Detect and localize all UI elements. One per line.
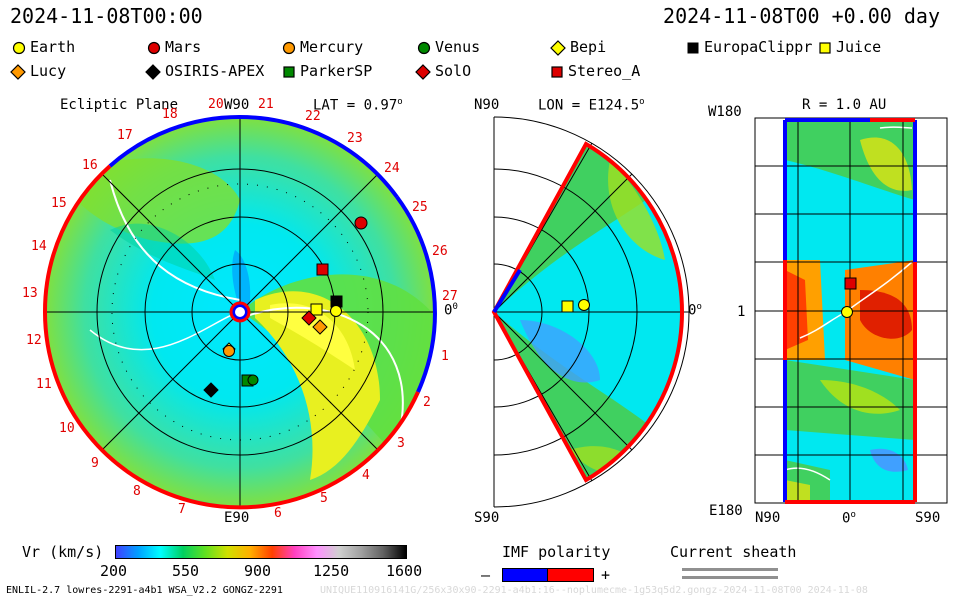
- carrington-number: 1: [441, 349, 449, 364]
- carrington-number: 5: [320, 491, 328, 506]
- carrington-number: 9: [91, 456, 99, 471]
- imf-plus-sign: +: [601, 566, 611, 584]
- current-sheath-line: [682, 576, 778, 579]
- current-time-label: 2024-11-08T00 +0.00 day: [663, 4, 940, 28]
- legend-lucy: Lucy: [10, 62, 66, 80]
- ecliptic-top-label: W90: [224, 97, 250, 113]
- legend-mars: Mars: [147, 38, 201, 56]
- carrington-number: 22: [305, 109, 321, 124]
- current-sheath-line: [682, 568, 778, 571]
- carrington-number: 16: [82, 158, 98, 173]
- ecliptic-right-degree: 0: [452, 302, 458, 312]
- carrington-number: 10: [59, 421, 75, 436]
- run-id-footer: UNIQUE110916141G/256x30x90-2291-a4b1:16-…: [320, 585, 868, 596]
- radius-label: R = 1.0 AU: [802, 97, 887, 113]
- colorbar-tick: 1600: [386, 562, 423, 580]
- ecliptic-right-label: 00: [444, 302, 458, 319]
- latitude-label: LAT = 0.97o: [313, 97, 403, 114]
- surface-mid-left: 1: [737, 304, 746, 320]
- legend-juice: Juice: [818, 38, 881, 56]
- carrington-number: 6: [274, 506, 282, 521]
- colorbar-tick: 550: [172, 562, 200, 580]
- carrington-number: 11: [36, 377, 52, 392]
- imf-negative-swatch: [502, 568, 549, 582]
- legend-label: Earth: [30, 38, 76, 56]
- legend-earth: Earth: [12, 38, 75, 56]
- legend-label: Mars: [165, 38, 202, 56]
- carrington-number: 20: [208, 97, 224, 112]
- carrington-number: 12: [26, 333, 42, 348]
- model-info-footer: ENLIL-2.7 lowres-2291-a4b1 WSA_V2.2 GONG…: [6, 585, 283, 596]
- meridional-right-label: 0o: [688, 302, 702, 319]
- carrington-number: 26: [432, 244, 448, 259]
- legend-solo: SolO: [415, 62, 471, 80]
- carrington-number: 25: [412, 200, 428, 215]
- carrington-number: 27: [442, 289, 458, 304]
- colorbar-title: Vr (km/s): [22, 543, 104, 561]
- carrington-number: 17: [117, 128, 133, 143]
- legend-mercury: Mercury: [282, 38, 363, 56]
- imf-minus-sign: –: [481, 566, 491, 584]
- surface-x-right: S90: [915, 510, 941, 526]
- carrington-number: 18: [162, 107, 178, 122]
- carrington-number: 2: [423, 395, 431, 410]
- imf-positive-swatch: [547, 568, 594, 582]
- meridional-top-left: N90: [474, 97, 500, 113]
- run-time-label: 2024-11-08T00:00: [10, 4, 203, 28]
- meridional-right-degree: o: [696, 302, 702, 312]
- colorbar-tick: 1250: [313, 562, 350, 580]
- legend-venus: Venus: [417, 38, 480, 56]
- legend-stereo-a: Stereo_A: [550, 62, 640, 80]
- carrington-number: 13: [22, 286, 38, 301]
- carrington-number: 23: [347, 131, 363, 146]
- meridional-right-value: 0: [688, 302, 697, 319]
- carrington-number: 24: [384, 161, 400, 176]
- carrington-number: 7: [178, 502, 186, 517]
- latitude-value: LAT = 0.97: [313, 97, 398, 114]
- longitude-degree: o: [639, 97, 645, 107]
- surface-x-mid-degree: o: [850, 510, 856, 520]
- legend-label: SolO: [435, 62, 472, 80]
- legend-label: ParkerSP: [300, 62, 373, 80]
- colorbar-tick: 200: [100, 562, 128, 580]
- legend-label: Bepi: [570, 38, 607, 56]
- ecliptic-plane-title: Ecliptic Plane: [60, 97, 179, 113]
- velocity-colorbar: [115, 545, 407, 559]
- meridional-bottom-left: S90: [474, 510, 500, 526]
- surface-x-mid: 0o: [842, 510, 856, 527]
- current-sheath-title: Current sheath: [670, 543, 797, 561]
- carrington-number: 3: [397, 436, 405, 451]
- legend-osiris-apex: OSIRIS-APEX: [145, 62, 264, 80]
- carrington-number: 4: [362, 468, 370, 483]
- legend-parkersp: ParkerSP: [282, 62, 372, 80]
- colorbar-tick: 900: [244, 562, 272, 580]
- legend-bepi: Bepi: [550, 38, 606, 56]
- ecliptic-right-value: 0: [444, 302, 453, 319]
- surface-x-left: N90: [755, 510, 781, 526]
- carrington-number: 21: [258, 97, 274, 112]
- longitude-value: LON = E124.5: [538, 97, 640, 114]
- surface-top-left: W180: [708, 104, 742, 120]
- legend-label: EuropaClippr: [704, 38, 813, 56]
- legend-europaclipper: EuropaClippr: [686, 38, 812, 56]
- ecliptic-bottom-label: E90: [224, 510, 250, 526]
- legend-label: Mercury: [300, 38, 364, 56]
- surface-x-mid-value: 0: [842, 510, 851, 527]
- legend-label: Venus: [435, 38, 481, 56]
- legend-label: Stereo_A: [568, 62, 641, 80]
- surface-bottom-left: E180: [709, 503, 743, 519]
- longitude-label: LON = E124.5o: [538, 97, 645, 114]
- legend-label: OSIRIS-APEX: [165, 62, 265, 80]
- carrington-number: 8: [133, 484, 141, 499]
- legend-label: Lucy: [30, 62, 67, 80]
- imf-polarity-title: IMF polarity: [502, 543, 611, 561]
- carrington-number: 14: [31, 239, 47, 254]
- latitude-degree: o: [397, 97, 403, 107]
- carrington-number: 15: [51, 196, 67, 211]
- legend-label: Juice: [836, 38, 882, 56]
